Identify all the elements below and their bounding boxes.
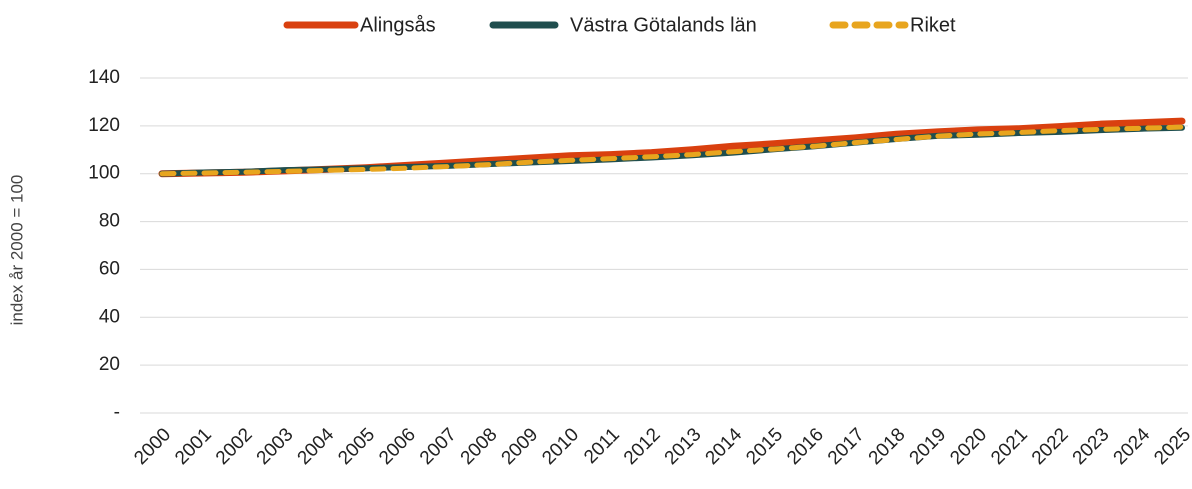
y-tick-label: 60 bbox=[99, 258, 120, 279]
x-tick-label: 2019 bbox=[906, 424, 951, 469]
y-tick-label: - bbox=[114, 402, 120, 423]
y-tick-label: 80 bbox=[99, 211, 120, 232]
legend-label: Riket bbox=[910, 14, 956, 36]
x-tick-label: 2005 bbox=[334, 424, 379, 469]
y-tick-label: 20 bbox=[99, 354, 120, 375]
x-tick-label: 2020 bbox=[946, 424, 991, 469]
legend-label: Alingsås bbox=[360, 14, 436, 36]
line bbox=[158, 117, 1186, 178]
x-tick-label: 2003 bbox=[253, 424, 298, 469]
x-tick-label: 2024 bbox=[1110, 424, 1155, 469]
x-tick-label: 2009 bbox=[498, 424, 543, 469]
x-tick-label: 2025 bbox=[1150, 424, 1192, 469]
x-tick-label: 2013 bbox=[661, 424, 706, 469]
line bbox=[159, 124, 1185, 177]
x-tick-label: 2017 bbox=[824, 424, 869, 469]
x-tick-label: 2014 bbox=[702, 424, 747, 469]
x-tick-label: 2016 bbox=[783, 424, 828, 469]
y-tick-label: 120 bbox=[88, 115, 120, 136]
y-tick-label: 140 bbox=[88, 67, 120, 88]
x-tick-label: 2022 bbox=[1028, 424, 1073, 469]
x-tick-label: 2010 bbox=[538, 424, 583, 469]
x-tick-label: 2000 bbox=[130, 424, 175, 469]
x-tick-label: 2007 bbox=[416, 424, 461, 469]
x-tick-label: 2021 bbox=[987, 424, 1032, 469]
y-tick-label: 40 bbox=[99, 306, 120, 327]
legend-label: Västra Götalands län bbox=[570, 14, 757, 36]
x-tick-label: 2015 bbox=[742, 424, 787, 469]
y-axis-label: index år 2000 = 100 bbox=[7, 175, 26, 326]
x-tick-label: 2011 bbox=[580, 424, 624, 468]
x-tick-label: 2012 bbox=[620, 424, 665, 469]
x-tick-label: 2018 bbox=[865, 424, 910, 469]
x-tick-label: 2001 bbox=[171, 424, 216, 469]
x-tick-label: 2004 bbox=[294, 424, 339, 469]
x-tick-label: 2023 bbox=[1069, 424, 1114, 469]
y-tick-label: 100 bbox=[88, 163, 120, 184]
x-tick-label: 2006 bbox=[375, 424, 420, 469]
x-tick-label: 2008 bbox=[457, 424, 502, 469]
x-tick-label: 2002 bbox=[212, 424, 257, 469]
